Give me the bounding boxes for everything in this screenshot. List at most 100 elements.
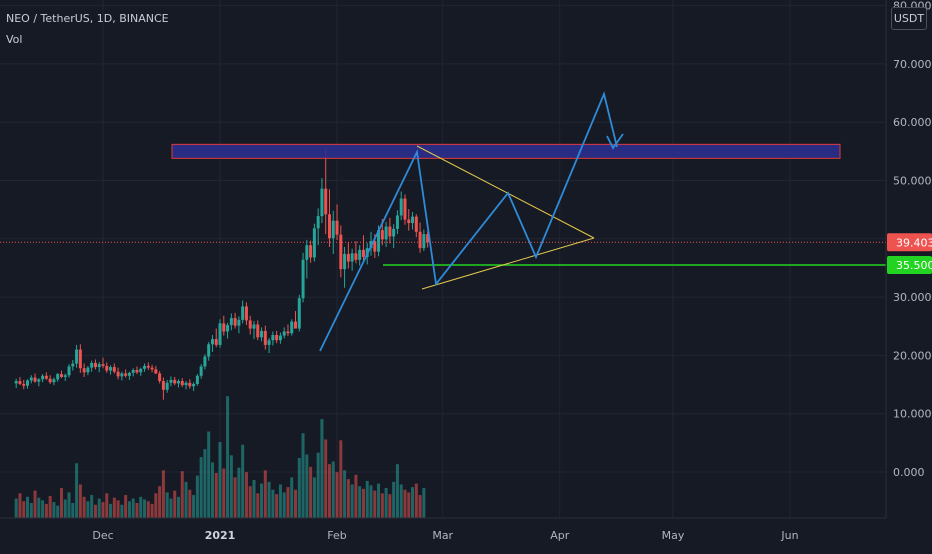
- resistance-zone: [171, 143, 841, 159]
- volume-bar: [377, 483, 381, 518]
- candle-body: [324, 188, 328, 215]
- candle-body: [316, 216, 320, 229]
- volume-bar: [97, 498, 101, 518]
- volume-bar: [229, 455, 233, 518]
- candle-body: [271, 334, 275, 341]
- volume-bar: [237, 467, 241, 518]
- volume-bar: [184, 481, 188, 518]
- candle-body: [297, 298, 301, 329]
- support-marker: [887, 256, 932, 275]
- price-tick-label: 50.000: [893, 175, 932, 188]
- volume-bar: [78, 484, 82, 518]
- candle-body: [260, 330, 264, 338]
- volume-bar: [124, 495, 128, 518]
- candle-body: [22, 383, 26, 386]
- volume-bar: [180, 471, 184, 518]
- candle-body: [93, 362, 97, 368]
- candle-body: [14, 381, 18, 384]
- candle-body: [361, 249, 365, 257]
- volume-bar: [116, 500, 120, 518]
- candle-body: [188, 382, 192, 387]
- candle-body: [294, 321, 298, 329]
- candle-body: [384, 226, 388, 240]
- volume-bar: [101, 502, 105, 518]
- candle-body: [112, 367, 116, 372]
- candle-body: [207, 344, 211, 357]
- candle-body: [135, 369, 139, 373]
- volume-bar: [37, 497, 41, 518]
- time-tick-label: Feb: [327, 529, 346, 542]
- volume-bar: [312, 477, 316, 518]
- price-tick-label: 10.000: [893, 408, 932, 421]
- candle-body: [161, 381, 165, 390]
- volume-bar: [275, 494, 279, 518]
- volume-bar: [48, 495, 52, 518]
- candle-body: [422, 234, 426, 249]
- volume-bar: [346, 479, 350, 518]
- candle-body: [309, 245, 313, 258]
- volume-bar: [282, 492, 286, 518]
- projection-arrowhead: [606, 133, 624, 150]
- candle-body: [44, 375, 48, 379]
- candle-body: [222, 323, 226, 332]
- volume-bar: [369, 485, 373, 518]
- volume-bar: [18, 493, 22, 518]
- candle-body: [75, 349, 79, 364]
- currency-badge[interactable]: USDT: [891, 7, 927, 30]
- candle-body: [109, 367, 113, 371]
- volume-bar: [44, 503, 48, 518]
- candle-body: [63, 375, 67, 377]
- volume-bar: [210, 462, 214, 518]
- candle-body: [395, 215, 399, 229]
- price-axis[interactable]: 0.00010.00020.00030.00040.00050.00060.00…: [893, 0, 932, 479]
- volume-indicator-label[interactable]: Vol: [6, 33, 23, 46]
- candle-body: [26, 380, 30, 386]
- candle-body: [411, 216, 415, 224]
- candle-body: [90, 362, 94, 368]
- last-price-marker: [887, 233, 932, 252]
- volume-bar: [86, 501, 90, 518]
- candle-body: [305, 245, 309, 260]
- volume-bar: [422, 487, 426, 518]
- volume-bar: [188, 489, 192, 518]
- volume-bar: [226, 396, 230, 518]
- volume-bar: [120, 504, 124, 518]
- candle-body: [392, 228, 396, 237]
- volume-bar: [361, 488, 365, 518]
- candle-body: [154, 369, 158, 374]
- time-axis[interactable]: Dec 2021 Feb Mar Apr May Jun: [92, 529, 798, 542]
- candle-body: [82, 368, 86, 373]
- volume-bar: [143, 499, 147, 518]
- volume-bar: [305, 454, 309, 518]
- volume-bar: [373, 490, 377, 518]
- price-tick-label: 70.000: [893, 58, 932, 71]
- price-markers: 39.403 35.500: [887, 233, 932, 275]
- candle-body: [244, 306, 248, 321]
- candle-body: [407, 219, 411, 224]
- candle-body: [388, 226, 392, 237]
- volume-bar: [335, 472, 339, 518]
- volume-bar: [176, 496, 180, 518]
- time-tick-label: Dec: [92, 529, 113, 542]
- candle-body: [237, 319, 241, 326]
- volume-bar: [320, 419, 324, 518]
- volume-bar: [112, 497, 116, 518]
- volume-bar: [414, 483, 418, 518]
- volume-bar: [388, 494, 392, 518]
- volume-bar: [248, 486, 252, 518]
- price-tick-label: 0.000: [893, 466, 925, 479]
- volume-bar: [297, 457, 301, 518]
- volume-bar: [195, 475, 199, 518]
- candle-body: [377, 230, 381, 252]
- volume-bar: [207, 431, 211, 518]
- volume-bar: [380, 493, 384, 518]
- candle-body: [380, 230, 384, 240]
- volume-bar: [418, 495, 422, 518]
- drawings[interactable]: [171, 91, 886, 352]
- time-tick-label: 2021: [205, 529, 236, 542]
- volume-bar: [267, 481, 271, 518]
- candle-body: [335, 220, 339, 235]
- candle-body: [248, 320, 252, 329]
